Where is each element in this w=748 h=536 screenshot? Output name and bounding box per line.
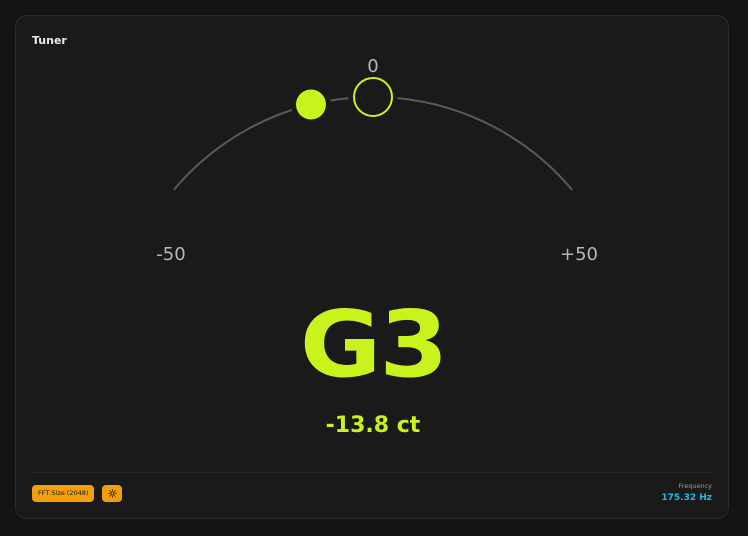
gauge-center-label: 0 — [367, 56, 379, 77]
cents-offset: -13.8 ct — [325, 413, 421, 438]
footer-divider — [32, 472, 712, 473]
gauge-arc-middle — [330, 97, 349, 102]
card-title: Tuner — [32, 34, 67, 47]
gauge-min-label: -50 — [156, 244, 186, 265]
detected-note: G3 — [299, 291, 449, 398]
tuner-card: Tuner 0 -50 +50 G3 -13.8 ct FFT Size (20… — [15, 15, 729, 519]
gauge-arc-right — [397, 97, 573, 191]
gauge-arc-left — [173, 109, 293, 191]
frequency-label: Frequency — [678, 482, 712, 490]
gauge-needle-indicator — [295, 89, 326, 120]
tuner-gauge — [173, 77, 573, 191]
sun-icon — [107, 486, 117, 501]
fft-size-button[interactable]: FFT Size (2048) — [32, 485, 95, 502]
frequency-readout: Frequency 175.32 Hz — [661, 482, 712, 503]
frequency-value: 175.32 Hz — [661, 493, 712, 503]
gauge-max-label: +50 — [560, 244, 598, 265]
gauge-center-target — [353, 77, 393, 117]
settings-button[interactable] — [102, 485, 122, 502]
